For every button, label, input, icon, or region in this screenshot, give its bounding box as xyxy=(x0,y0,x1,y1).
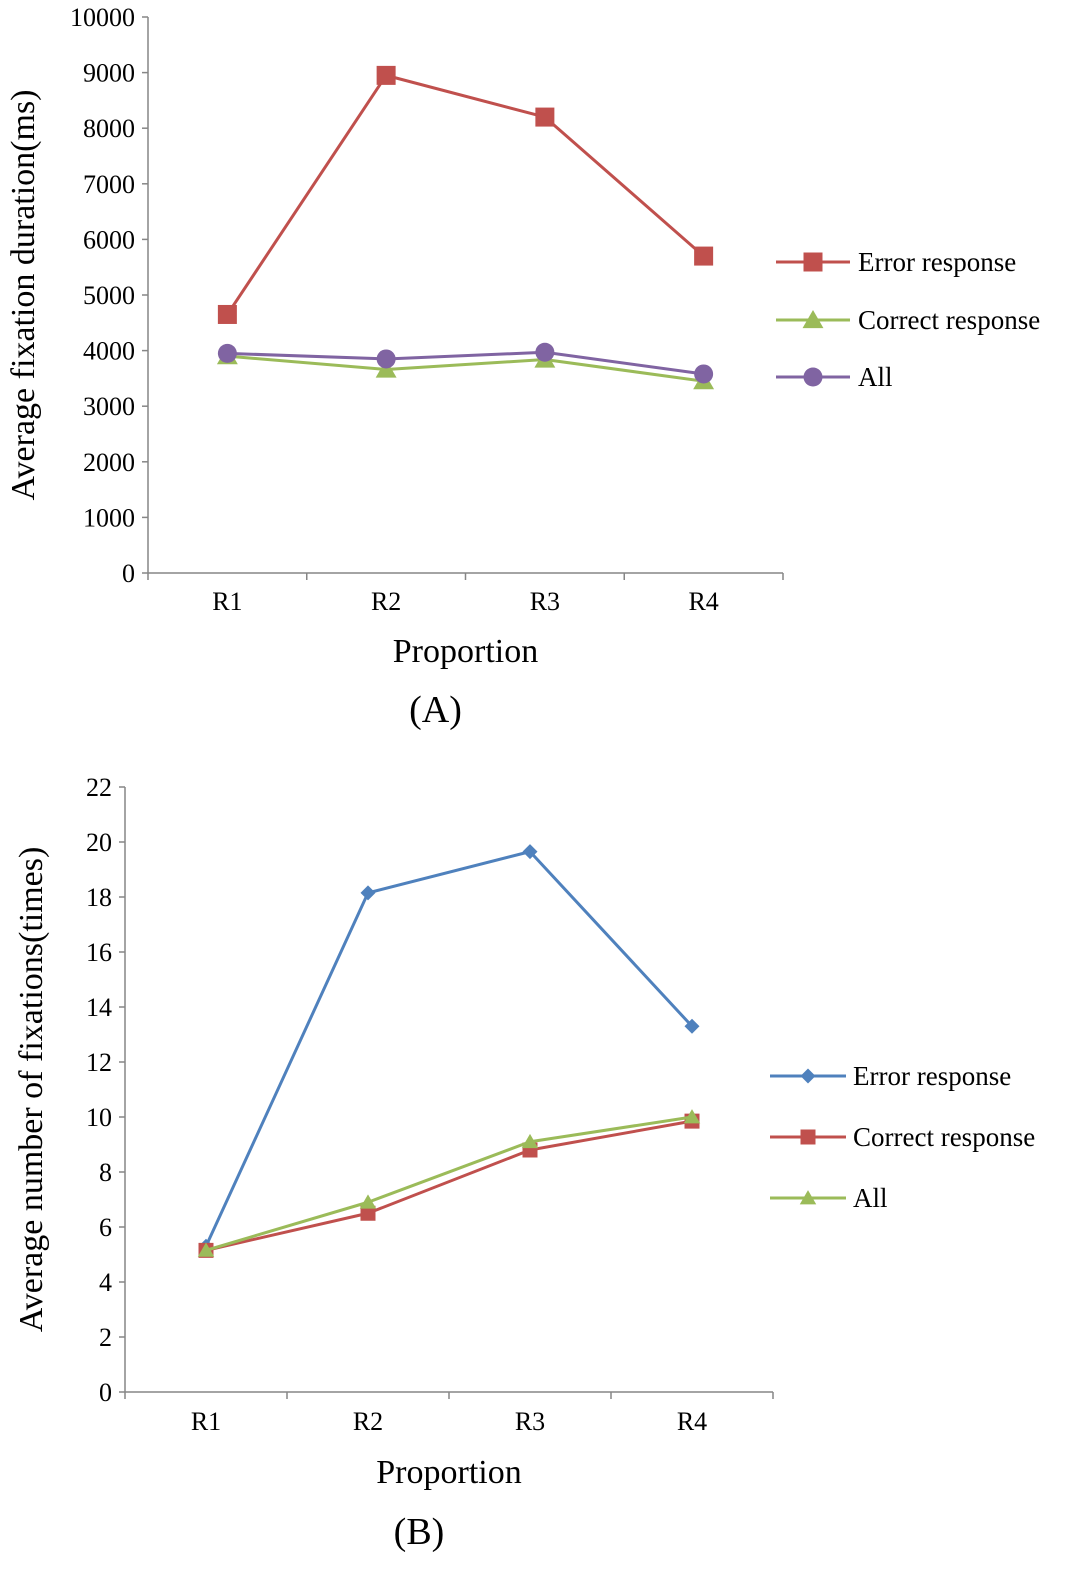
x-tick-label: R2 xyxy=(353,1407,383,1436)
series-line xyxy=(226,73,705,316)
y-tick-label: 6000 xyxy=(83,225,135,254)
legend-item: Correct response xyxy=(770,1122,1035,1152)
chart-panel-b: 0 2 4 6 8 10 12 14 16 18 20 22 R1 R2 R3 R4 Proportion Ave… xyxy=(13,773,1035,1553)
series-line xyxy=(205,1115,693,1252)
y-tick-label: 9000 xyxy=(83,59,135,88)
legend: Error response Correct response All xyxy=(776,247,1040,392)
data-point xyxy=(522,844,538,860)
legend-label: Error response xyxy=(853,1061,1011,1091)
data-point xyxy=(684,1018,700,1034)
legend-item: All xyxy=(776,362,893,392)
data-point xyxy=(376,349,396,369)
y-tick-label: 2000 xyxy=(83,448,135,477)
legend-item: Correct response xyxy=(776,305,1040,335)
data-point xyxy=(535,342,555,362)
data-point xyxy=(375,359,397,378)
data-point xyxy=(376,65,396,85)
y-tick-label: 0 xyxy=(122,559,135,588)
y-tick-label: 14 xyxy=(86,993,112,1022)
legend-label: Error response xyxy=(858,247,1016,277)
legend-marker xyxy=(800,1068,816,1084)
series-line xyxy=(227,350,704,376)
series-correct-response xyxy=(198,1113,700,1258)
data-point xyxy=(521,1133,539,1149)
x-axis-title: Proportion xyxy=(393,633,538,670)
legend-marker xyxy=(803,367,823,387)
y-tick-label: 12 xyxy=(86,1048,112,1077)
y-axis-title: Average number of fixations(times) xyxy=(13,847,50,1333)
y-axis-title: Average fixation duration(ms) xyxy=(5,89,42,500)
panel-label: (B) xyxy=(394,1511,445,1553)
x-axis-title: Proportion xyxy=(376,1454,521,1491)
legend-marker xyxy=(799,1190,817,1205)
y-tick-label: 16 xyxy=(86,938,112,967)
series-all xyxy=(197,1109,701,1257)
legend-label: Correct response xyxy=(858,305,1040,335)
data-point xyxy=(197,1242,215,1257)
y-tick-label: 20 xyxy=(86,828,112,857)
y-tick-label: 3000 xyxy=(83,392,135,421)
y-tick-label: 2 xyxy=(99,1323,112,1352)
panel-label: (A) xyxy=(409,689,462,731)
x-tick-label: R3 xyxy=(515,1407,545,1436)
y-tick-label: 6 xyxy=(99,1213,112,1242)
data-point xyxy=(683,1109,701,1124)
y-tick-label: 1000 xyxy=(83,503,135,532)
y-tick-label: 7000 xyxy=(83,170,135,199)
data-point xyxy=(217,343,237,363)
data-point xyxy=(360,1205,376,1221)
y-tick-label: 22 xyxy=(86,773,112,802)
series-all xyxy=(217,342,714,384)
y-tick-label: 8 xyxy=(99,1158,112,1187)
x-tick-label: R4 xyxy=(688,587,718,616)
legend-marker xyxy=(800,1129,816,1145)
legend-marker xyxy=(802,310,824,329)
y-tick-label: 8000 xyxy=(83,114,135,143)
x-tick-label: R2 xyxy=(371,587,401,616)
data-point xyxy=(217,304,237,324)
series-correct-response xyxy=(216,346,715,390)
y-tick-label: 18 xyxy=(86,883,112,912)
legend-marker xyxy=(803,252,823,272)
data-point xyxy=(359,1194,377,1209)
y-tick-label: 0 xyxy=(99,1378,112,1407)
series-line xyxy=(227,354,704,383)
x-tick-label: R1 xyxy=(212,587,242,616)
series-error-response xyxy=(198,844,700,1254)
x-tick-label: R3 xyxy=(530,587,560,616)
y-tick-label: 4 xyxy=(99,1268,112,1297)
legend-label: Correct response xyxy=(853,1122,1035,1152)
series-line xyxy=(204,850,694,1247)
y-tick-label: 5000 xyxy=(83,281,135,310)
data-point xyxy=(535,107,555,127)
data-point xyxy=(360,885,376,901)
series-error-response xyxy=(217,65,714,324)
legend-label: All xyxy=(853,1183,888,1213)
legend-item: Error response xyxy=(776,247,1016,277)
legend: Error response Correct response All xyxy=(770,1061,1035,1213)
data-point xyxy=(694,246,714,266)
series-line xyxy=(205,1119,693,1252)
data-point xyxy=(694,364,714,384)
legend-label: All xyxy=(858,362,893,392)
y-tick-label: 4000 xyxy=(83,337,135,366)
chart-panel-a: 0 1000 2000 3000 4000 5000 6000 7000 8000 9000 100… xyxy=(5,3,1040,731)
legend-item: All xyxy=(770,1183,888,1213)
x-tick-label: R4 xyxy=(677,1407,707,1436)
legend-item: Error response xyxy=(770,1061,1011,1091)
y-tick-label: 10000 xyxy=(70,3,135,32)
x-tick-label: R1 xyxy=(191,1407,221,1436)
y-tick-label: 10 xyxy=(86,1103,112,1132)
